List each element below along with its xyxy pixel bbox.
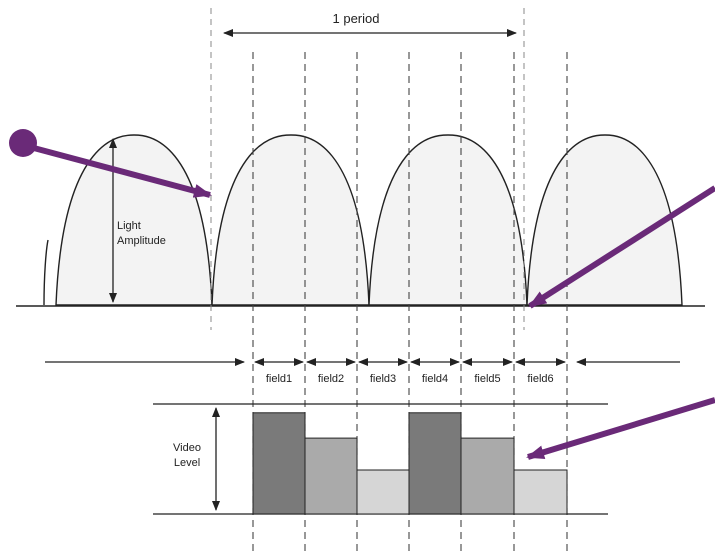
callout-arrow-video bbox=[526, 397, 715, 460]
field-label-1: field1 bbox=[266, 373, 292, 385]
video-bar-1 bbox=[252, 412, 306, 515]
field-timeline: field1 field2 field3 field4 field5 field6 bbox=[45, 358, 680, 385]
hump-4 bbox=[526, 134, 683, 306]
video-bar-2 bbox=[304, 437, 358, 515]
field-label-3: field3 bbox=[370, 373, 396, 385]
callout-dot bbox=[9, 129, 37, 157]
video-bar-4 bbox=[408, 412, 462, 515]
light-amplitude-waveform bbox=[43, 134, 683, 306]
callout-arrows bbox=[9, 129, 715, 460]
video-level-bars bbox=[252, 412, 568, 515]
field-label-4: field4 bbox=[422, 373, 448, 385]
video-label-line1: Video bbox=[173, 442, 201, 454]
amplitude-label-line1: Light bbox=[117, 220, 141, 232]
callout-arrow-phase bbox=[528, 185, 715, 309]
hump-3 bbox=[368, 134, 528, 306]
video-label-line2: Level bbox=[174, 457, 200, 469]
hump-partial bbox=[43, 239, 49, 306]
period-label: 1 period bbox=[333, 11, 380, 26]
amplitude-label-line2: Amplitude bbox=[117, 235, 166, 247]
video-bar-3 bbox=[356, 469, 410, 515]
hump-1 bbox=[55, 134, 213, 306]
hump-2 bbox=[211, 134, 370, 306]
callout-arrow-trough bbox=[29, 144, 212, 198]
field-label-2: field2 bbox=[318, 373, 344, 385]
video-bar-5 bbox=[460, 437, 515, 515]
field-label-5: field5 bbox=[474, 373, 500, 385]
field-label-6: field6 bbox=[527, 373, 553, 385]
video-bar-6 bbox=[513, 469, 568, 515]
